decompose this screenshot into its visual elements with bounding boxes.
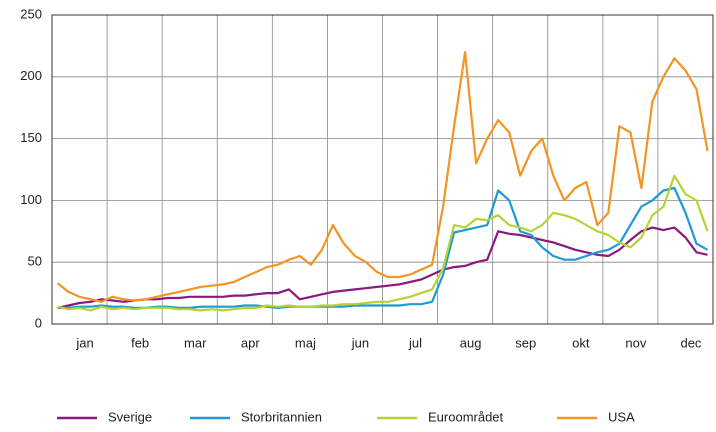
series-line [57, 174, 709, 312]
series-line [57, 186, 709, 309]
legend-label: Euroområdet [428, 409, 504, 424]
x-tick-label: nov [625, 335, 646, 350]
x-tick-label: apr [241, 335, 260, 350]
y-tick-label: 150 [20, 130, 42, 145]
y-tick-label: 250 [20, 6, 42, 21]
x-tick-label: jan [75, 335, 93, 350]
x-tick-label: sep [515, 335, 536, 350]
series-line [56, 51, 709, 303]
x-tick-label: dec [680, 335, 701, 350]
x-tick-label: aug [460, 335, 482, 350]
series-line [57, 226, 708, 309]
x-tick-label: maj [295, 335, 316, 350]
y-tick-label: 100 [20, 192, 42, 207]
x-tick-label: jun [351, 335, 369, 350]
legend-label: Sverige [108, 409, 152, 424]
y-tick-label: 50 [28, 254, 42, 269]
y-tick-label: 0 [35, 315, 42, 330]
y-tick-label: 200 [20, 68, 42, 83]
legend-label: USA [608, 409, 635, 424]
x-tick-label: feb [131, 335, 149, 350]
legend-label: Storbritannien [241, 409, 322, 424]
x-tick-label: mar [184, 335, 207, 350]
plot-frame [51, 14, 714, 325]
x-tick-label: jul [408, 335, 422, 350]
x-tick-label: okt [572, 335, 590, 350]
